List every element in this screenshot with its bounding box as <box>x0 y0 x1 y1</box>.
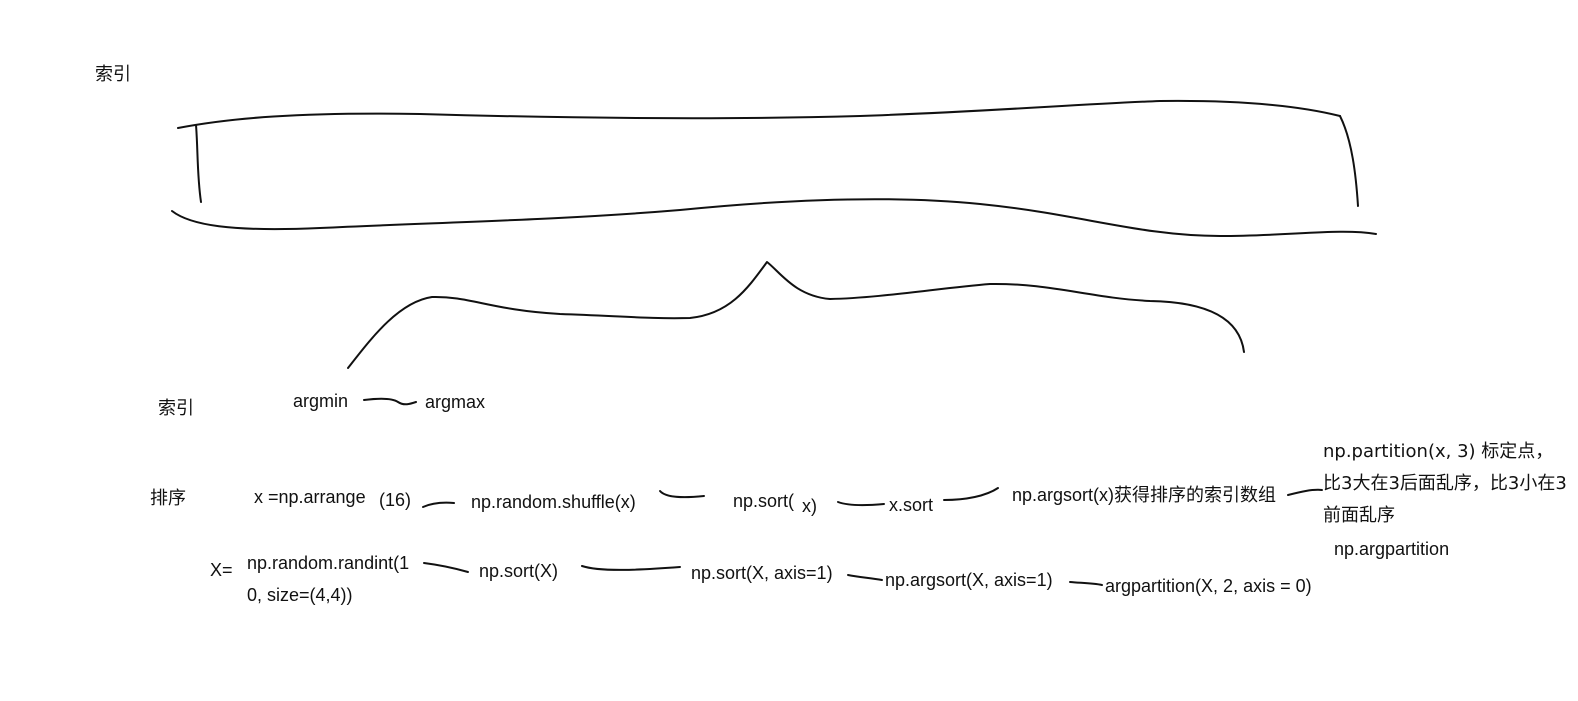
top-bracket-right-side <box>1339 115 1359 207</box>
sort-label: 排序 <box>150 488 186 509</box>
argmax-node: argmax <box>425 392 486 412</box>
top-bracket-upper-edge <box>177 99 1341 129</box>
matrix-init-line2: 0, size=(4,4)) <box>247 585 353 605</box>
index-label: 索引 <box>158 398 194 419</box>
sort-node-xsort: x.sort <box>889 495 934 515</box>
connector-matrix-1 <box>423 562 469 573</box>
matrix-node-argpartition: argpartition(X, 2, axis = 0) <box>1105 576 1312 596</box>
connector-sort-1 <box>422 501 455 508</box>
sort-node-npsort-arg: x) <box>802 496 817 516</box>
connector-sort-4 <box>943 487 999 501</box>
top-bracket-left-tick <box>195 124 202 203</box>
connector-sort-2 <box>659 490 705 499</box>
connector-argmin-argmax <box>363 397 417 406</box>
matrix-label: X= <box>210 560 233 580</box>
sort-node-argsort: np.argsort(x)获得排序的索引数组 <box>1012 485 1277 505</box>
matrix-node-npsort: np.sort(X) <box>479 561 559 581</box>
sort-node-arange-arg: (16) <box>379 490 412 510</box>
connector-matrix-3 <box>847 574 883 581</box>
connector-matrix-4 <box>1069 581 1103 586</box>
partition-note: np.partition(x, 3) 标定点，比3大在3后面乱序，比3小在3前面… <box>1323 441 1567 526</box>
connector-matrix-2 <box>581 565 681 571</box>
connector-sort-5 <box>1287 488 1323 496</box>
argmin-node: argmin <box>293 391 349 411</box>
top-bracket-lower-edge <box>171 198 1377 237</box>
sort-node-npsort: np.sort( <box>733 491 795 511</box>
sort-node-shuffle: np.random.shuffle(x) <box>471 492 636 512</box>
connector-sort-3 <box>837 501 885 507</box>
matrix-node-argsort-axis: np.argsort(X, axis=1) <box>885 570 1053 590</box>
argpartition-node: np.argpartition <box>1334 539 1450 559</box>
matrix-node-npsort-axis: np.sort(X, axis=1) <box>691 563 833 583</box>
sort-node-arange: x =np.arrange <box>254 487 366 507</box>
curly-brace <box>347 261 1245 369</box>
matrix-init-line1: np.random.randint(1 <box>247 553 410 573</box>
page-title: 索引 <box>95 64 131 85</box>
